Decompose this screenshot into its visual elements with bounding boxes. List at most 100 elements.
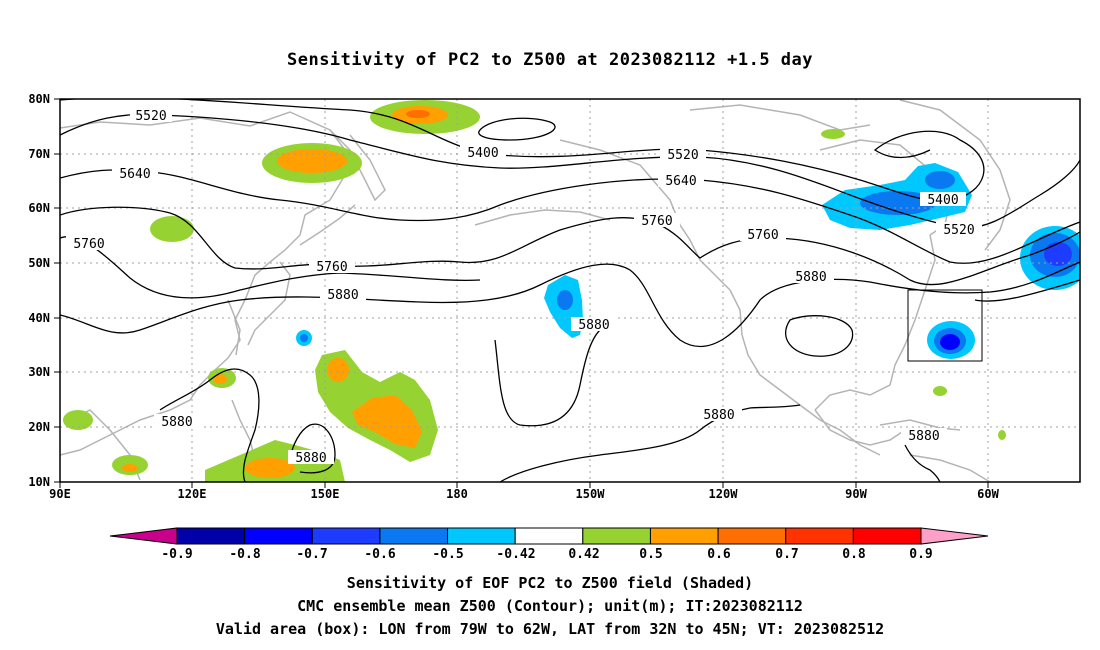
shade-neg-eastcoast-peak [940,334,960,350]
svg-text:5760: 5760 [316,260,347,275]
contour-5880-caribbean [904,444,941,482]
valid-area-box [907,289,983,362]
lat-label: 10N [28,475,50,489]
svg-text:5520: 5520 [135,109,166,124]
svg-text:5400: 5400 [927,193,958,208]
shade-pos-wpac-core [245,458,295,478]
lat-label: 60N [28,201,50,215]
coastline-west-coast [729,289,881,456]
contour-5400-a [60,99,985,202]
shade-pos-atl-east [998,430,1006,440]
contour-label: 5880 [154,414,200,430]
lat-label: 30N [28,365,50,379]
colorbar-end-low [109,527,178,545]
contour-label: 5880 [320,287,366,303]
contour-label: 5760 [66,236,112,252]
shade-neg-hudson-core [860,191,936,215]
caption-line-1: Sensitivity of EOF PC2 to Z500 field (Sh… [346,574,754,592]
contour-label: 5520 [936,222,982,238]
coastline-korea [227,299,241,356]
lat-label: 80N [28,92,50,106]
shade-pos-pacific-core1 [327,358,349,382]
colorbar-box [852,527,922,545]
colorbar-label: 0.42 [568,547,599,562]
lon-label: 60W [977,487,999,501]
coastline-kuril [299,204,356,246]
colorbar-label: -0.7 [296,547,327,562]
contour-label: 5520 [660,147,706,163]
colorbar-labels: -0.9 -0.8 -0.7 -0.6 -0.5 -0.42 0.42 0.5 … [161,547,932,562]
contour-5880-closed [785,315,854,357]
svg-text:5520: 5520 [943,223,974,238]
shade-neg-hudson-peak [925,171,955,189]
shade-neg-pacific-core [557,290,573,310]
z500-contours [60,99,1080,482]
colorbar-label: 0.7 [775,547,798,562]
contour-label: 5880 [901,428,947,444]
longitude-labels: 90E 120E 150E 180 150W 120W 90W 60W [49,487,999,501]
svg-text:5760: 5760 [73,237,104,252]
colorbar-box [582,527,651,545]
contour-label: 5880 [788,269,834,285]
coastline-aleutians [474,209,611,226]
colorbar-label: 0.5 [639,547,662,562]
colorbar-label: -0.9 [161,547,192,562]
contour-label: 5520 [130,108,172,124]
colorbar-box [311,527,381,545]
contour-5760-north [60,206,1080,286]
contour-5880-eastcoast [974,279,1080,302]
contour-label: 5880 [571,317,617,333]
contour-label: 5760 [309,259,355,275]
colorbar-label: 0.6 [707,547,731,562]
contour-label: 5640 [658,173,704,189]
lat-label: 20N [28,420,50,434]
colorbar-label: -0.6 [364,547,395,562]
shade-pos-indochina-core [122,464,138,472]
contour-label: 5880 [696,407,742,423]
lon-label: 120W [709,487,739,501]
colorbar-box [785,527,854,545]
colorbar-box [379,527,449,545]
lat-label: 40N [28,311,50,325]
lon-label: 90W [845,487,867,501]
sensitivity-shading [63,100,1080,482]
lon-label: 120E [178,487,207,501]
colorbar-box [514,527,584,545]
contour-5880-north [60,261,1080,347]
contour-label: 5400 [460,145,506,161]
plot-border [59,98,1081,483]
svg-text:5880: 5880 [295,451,326,466]
contour-label: 5880 [288,450,334,466]
svg-text:5400: 5400 [467,146,498,161]
latitude-labels: 80N 70N 60N 50N 40N 30N 20N 10N [28,92,50,489]
colorbar-label: 0.8 [842,547,866,562]
colorbar: -0.9 -0.8 -0.7 -0.6 -0.5 -0.42 0.42 0.5 … [109,527,989,562]
colorbar-box [244,527,313,545]
caption-line-3: Valid area (box): LON from 79W to 62W, L… [215,620,885,638]
coastline-greenland [899,99,1011,251]
contour-label: 5640 [112,166,158,182]
svg-text:5760: 5760 [641,214,672,229]
coastline-gulf [814,409,906,446]
colorbar-label: -0.5 [432,547,463,562]
contour-5760-west [60,236,481,299]
shade-neg-japan-core [300,334,308,342]
colorbar-box [717,527,787,545]
svg-text:5520: 5520 [667,148,698,163]
shade-pos-arctic-peak [406,110,430,118]
svg-text:5760: 5760 [747,228,778,243]
svg-text:5880: 5880 [908,429,939,444]
colorbar-end-high [920,527,989,545]
svg-text:5640: 5640 [119,167,150,182]
svg-text:5880: 5880 [703,408,734,423]
shade-pos-pacific-core2 [352,395,422,448]
contour-5400-closed [478,117,556,141]
plot-area [60,99,1080,482]
contour-label-group: 5520 5400 5520 5640 5640 5760 5760 5760 … [66,108,982,466]
colorbar-label: -0.8 [229,547,260,562]
svg-text:5880: 5880 [327,288,358,303]
contour-5640 [60,169,1080,264]
colorbar-box [447,527,516,545]
colorbar-box [176,527,246,545]
